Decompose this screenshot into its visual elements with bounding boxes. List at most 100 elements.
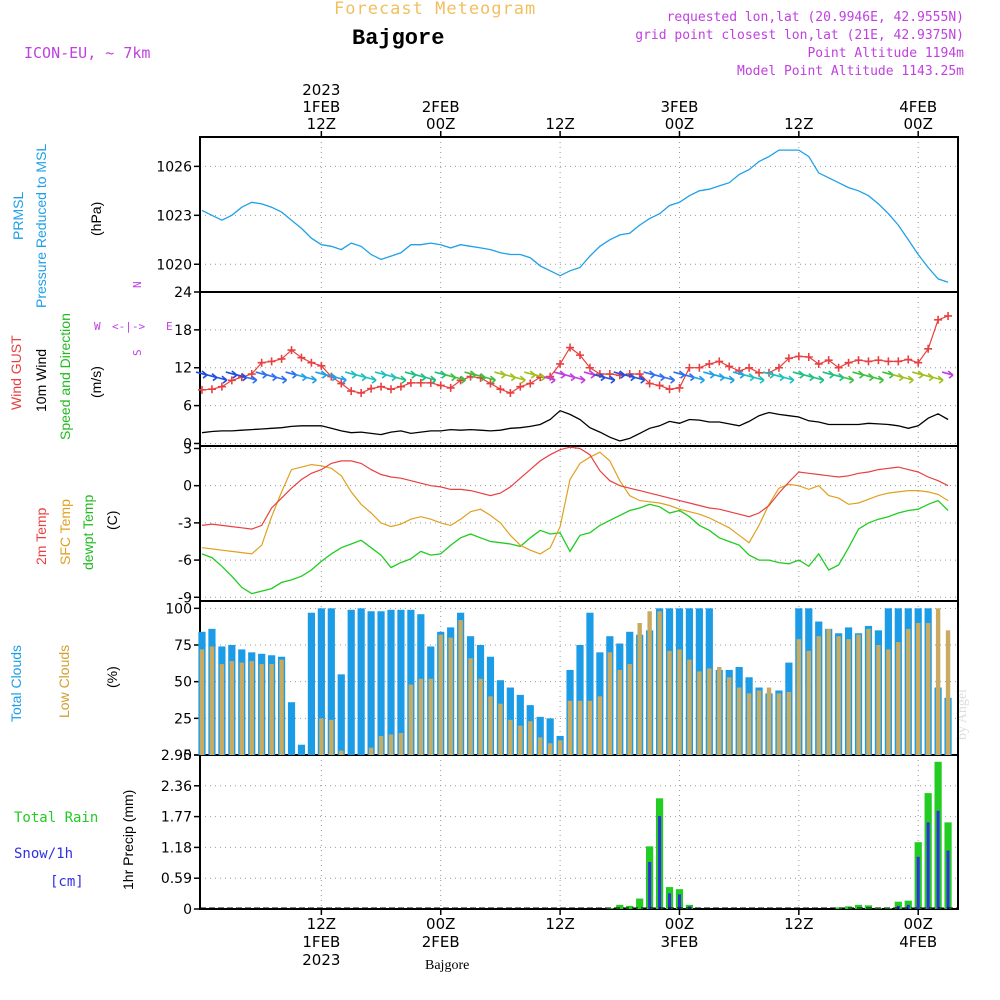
wind-gust-marker xyxy=(944,311,953,320)
snow-bar xyxy=(916,856,920,909)
low-cloud-bar xyxy=(368,747,374,755)
wind-direction-arrow xyxy=(752,375,765,384)
rain-bar xyxy=(636,898,644,909)
low-cloud-bar xyxy=(657,611,662,755)
bottom-time-label: 1FEB xyxy=(302,933,340,951)
wind-direction-arrow xyxy=(902,375,914,384)
wind-direction-arrow xyxy=(195,370,208,379)
low-cloud-bar xyxy=(836,636,841,755)
low-cloud-bar xyxy=(886,649,891,755)
wind-gust-marker xyxy=(377,382,386,391)
panel-frame-pressure xyxy=(199,136,959,293)
wind-gust-marker xyxy=(585,363,594,372)
low-cloud-bar xyxy=(806,650,811,755)
ytick-label-wind: 6 xyxy=(183,399,192,415)
top-time-label: 00Z xyxy=(665,115,694,133)
low-cloud-bar xyxy=(756,690,762,755)
bottom-time-label: 12Z xyxy=(545,915,574,933)
low-cloud-bar xyxy=(876,645,881,755)
wind-direction-arrow xyxy=(543,375,556,384)
low-cloud-bar xyxy=(398,733,404,755)
wind-gust-marker xyxy=(804,353,813,362)
wind-gust-marker xyxy=(556,359,565,368)
total-cloud-bar xyxy=(586,612,594,755)
snow-bar xyxy=(946,850,950,909)
low-cloud-bar xyxy=(488,696,493,755)
wind-direction-arrow xyxy=(444,372,457,382)
wind-gust-marker xyxy=(217,382,226,391)
low-cloud-bar xyxy=(697,671,702,755)
ytick-label-precip: 1.77 xyxy=(161,810,192,826)
footer-location: Bajgore xyxy=(425,958,470,973)
total-cloud-bar xyxy=(287,702,296,755)
wind-direction-arrow xyxy=(742,372,755,382)
wind-direction-arrow xyxy=(663,375,676,384)
wind-direction-arrow xyxy=(524,370,536,379)
low-cloud-bar xyxy=(945,630,951,755)
wind-direction-arrow xyxy=(573,375,586,384)
wind-direction-arrow xyxy=(882,370,894,379)
low-cloud-bar xyxy=(647,611,652,755)
wind-direction-arrow xyxy=(633,375,646,384)
low-cloud-bar xyxy=(557,740,563,755)
ytick-label-temp: 0 xyxy=(183,479,192,495)
wind-gust-marker xyxy=(725,362,734,371)
low-cloud-bar xyxy=(856,634,861,755)
low-cloud-bar xyxy=(249,661,254,755)
low-cloud-bar xyxy=(547,743,553,755)
wind-gust-marker xyxy=(396,382,405,391)
wind-direction-arrow xyxy=(802,372,815,382)
low-cloud-bar xyxy=(219,664,225,755)
wind-gust-marker xyxy=(904,355,913,364)
wind-direction-arrow xyxy=(424,375,437,384)
snow-bar xyxy=(658,816,662,909)
wind-gust-marker xyxy=(864,357,873,366)
low-cloud-bar xyxy=(209,646,215,755)
wind-direction-arrow xyxy=(643,370,656,379)
low-cloud-bar xyxy=(677,649,682,755)
wind-direction-arrow xyxy=(255,370,268,379)
low-cloud-bar xyxy=(259,664,264,755)
low-cloud-bar xyxy=(896,642,901,755)
top-time-label: 12Z xyxy=(545,115,574,133)
pressure-line xyxy=(201,149,949,283)
wind-direction-arrow xyxy=(295,372,307,382)
snow-bar xyxy=(896,905,900,909)
wind-gust-marker xyxy=(934,315,943,324)
wind-gust-marker xyxy=(884,357,893,366)
snow-bar xyxy=(936,810,940,909)
total-cloud-bar xyxy=(367,611,375,755)
wind-gust-marker xyxy=(705,359,714,368)
ytick-label-wind: 12 xyxy=(174,361,192,377)
total-cloud-bar xyxy=(576,645,584,755)
wind-gust-marker xyxy=(824,356,833,365)
ytick-label-temp: 3 xyxy=(183,441,192,457)
wind-gust-marker xyxy=(575,351,584,360)
low-cloud-bar xyxy=(597,696,603,755)
wind-direction-arrow xyxy=(703,370,715,379)
top-time-label: 00Z xyxy=(426,115,455,133)
ytick-label-temp: -3 xyxy=(178,516,192,532)
wind-direction-arrow xyxy=(215,375,228,384)
wind-gust-marker xyxy=(914,358,923,367)
wind-gust-marker xyxy=(496,385,505,394)
ytick-label-wind: 24 xyxy=(174,285,192,301)
wind-gust-marker xyxy=(526,379,535,388)
wind-gust-marker xyxy=(745,363,754,372)
wind-direction-arrow xyxy=(822,370,835,379)
wind-gust-marker xyxy=(675,383,684,392)
low-cloud-bar xyxy=(916,623,921,755)
wind-gust-marker xyxy=(456,376,465,385)
ytick-label-clouds: 75 xyxy=(174,638,192,654)
low-cloud-bar xyxy=(388,734,394,755)
ytick-label-wind: 18 xyxy=(174,323,192,339)
low-cloud-bar xyxy=(319,718,324,755)
low-cloud-bar xyxy=(329,719,334,755)
bottom-time-label: 2023 xyxy=(302,951,340,969)
low-cloud-bar xyxy=(508,719,513,755)
low-cloud-bar xyxy=(408,684,414,755)
wind-direction-arrow xyxy=(205,372,218,382)
low-cloud-bar xyxy=(239,662,244,755)
snow-bar xyxy=(648,862,652,909)
low-cloud-bar xyxy=(428,678,433,755)
